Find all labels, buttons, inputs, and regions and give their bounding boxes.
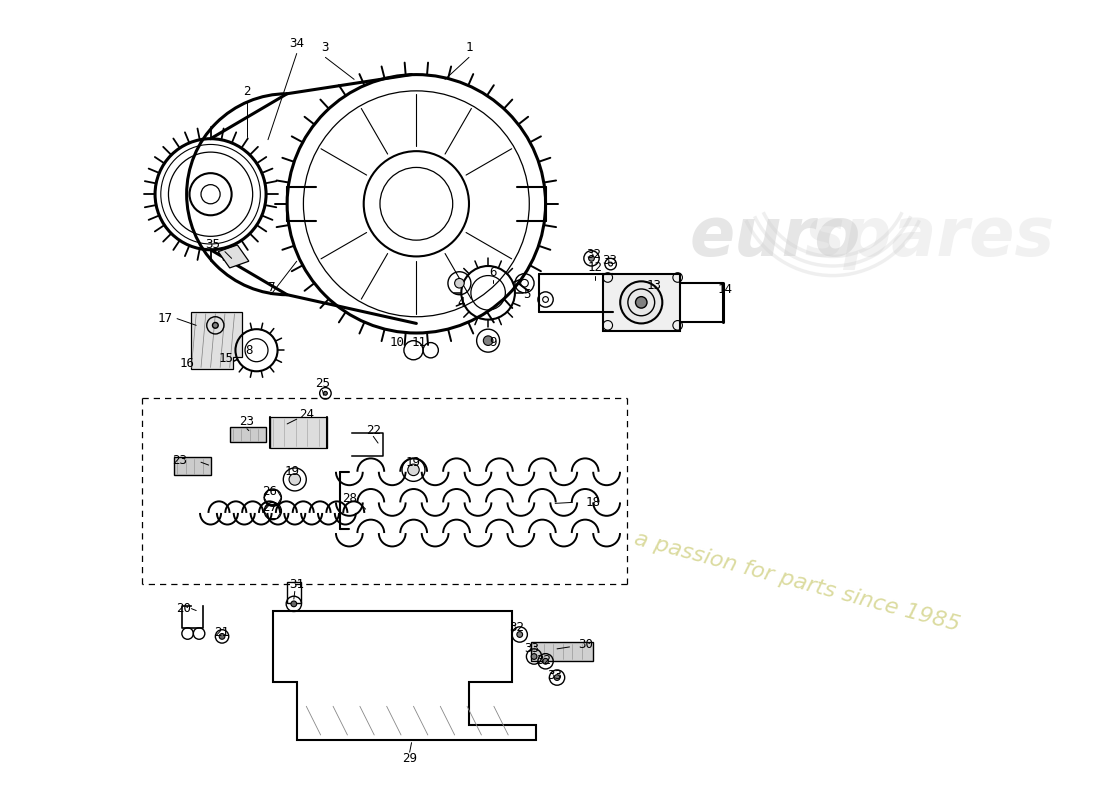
Text: 28: 28 <box>342 492 356 505</box>
Circle shape <box>292 601 297 606</box>
Text: 16: 16 <box>179 357 194 370</box>
Bar <box>270 418 328 448</box>
Circle shape <box>531 654 537 659</box>
Text: a passion for parts since 1985: a passion for parts since 1985 <box>631 529 961 635</box>
Bar <box>287 582 301 603</box>
Text: 8: 8 <box>245 344 253 357</box>
Circle shape <box>636 297 647 308</box>
Text: 11: 11 <box>411 336 427 349</box>
Text: 17: 17 <box>157 312 172 325</box>
Text: 34: 34 <box>289 38 305 50</box>
Circle shape <box>483 336 493 346</box>
Text: 30: 30 <box>579 638 593 650</box>
Bar <box>174 458 210 474</box>
Text: 33: 33 <box>525 642 540 655</box>
Circle shape <box>620 282 662 323</box>
Text: 2: 2 <box>243 86 251 98</box>
Text: 29: 29 <box>403 753 417 766</box>
Text: 7: 7 <box>267 281 275 294</box>
Circle shape <box>588 255 594 262</box>
Text: 31: 31 <box>289 578 305 591</box>
Circle shape <box>517 632 522 638</box>
Circle shape <box>212 322 218 328</box>
Text: 19: 19 <box>285 466 299 478</box>
Circle shape <box>323 391 328 395</box>
Polygon shape <box>218 245 249 268</box>
Text: 3: 3 <box>321 42 329 54</box>
Text: 4: 4 <box>458 296 465 309</box>
Text: 14: 14 <box>718 283 733 297</box>
Text: 18: 18 <box>586 496 601 509</box>
Text: 22: 22 <box>366 424 381 437</box>
Text: 35: 35 <box>205 238 220 251</box>
Circle shape <box>408 464 419 476</box>
Text: 15: 15 <box>219 352 233 366</box>
Text: 1: 1 <box>465 42 473 54</box>
Text: 25: 25 <box>315 378 330 390</box>
Text: 33: 33 <box>548 669 562 682</box>
Bar <box>531 642 593 662</box>
Text: 5: 5 <box>522 288 530 302</box>
Text: 21: 21 <box>214 626 230 639</box>
Text: 27: 27 <box>263 501 277 514</box>
Text: 19: 19 <box>406 456 421 469</box>
Text: 23: 23 <box>240 414 254 427</box>
Polygon shape <box>191 312 242 370</box>
Text: 33: 33 <box>602 254 617 266</box>
Circle shape <box>454 278 464 288</box>
Text: 10: 10 <box>389 336 405 349</box>
Text: 20: 20 <box>176 602 191 615</box>
Bar <box>230 426 266 442</box>
Text: 32: 32 <box>509 622 525 634</box>
Text: 24: 24 <box>299 408 314 421</box>
Circle shape <box>289 474 300 485</box>
Bar <box>603 274 680 331</box>
Text: 6: 6 <box>490 266 497 279</box>
Text: euro: euro <box>689 204 860 270</box>
Text: 23: 23 <box>173 454 187 466</box>
Circle shape <box>542 658 549 664</box>
Text: spares: spares <box>804 204 1054 270</box>
Text: 26: 26 <box>263 486 277 498</box>
Text: 32: 32 <box>586 248 601 261</box>
Text: 13: 13 <box>646 278 661 292</box>
Text: 9: 9 <box>490 336 497 349</box>
Circle shape <box>554 674 560 681</box>
Text: 32: 32 <box>536 654 551 667</box>
Text: 12: 12 <box>587 262 603 274</box>
Circle shape <box>219 634 224 639</box>
